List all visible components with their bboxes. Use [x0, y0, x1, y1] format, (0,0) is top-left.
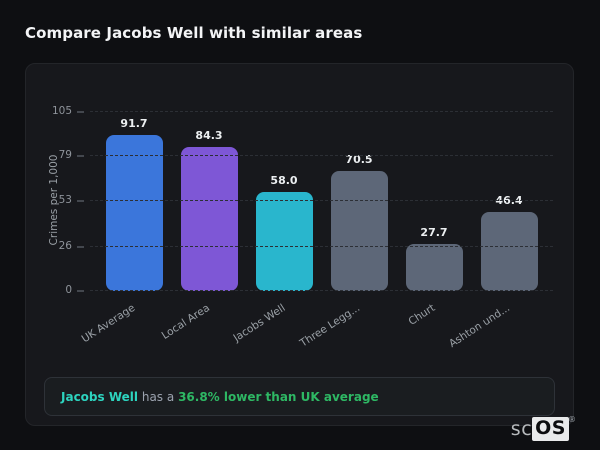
- bar-uk-average: [105, 134, 163, 291]
- registered-trademark-icon: ®: [568, 415, 576, 424]
- bar-column: 58.0: [251, 112, 317, 291]
- note-area-name: Jacobs Well: [61, 389, 139, 404]
- bar-value-label: 58.0: [270, 174, 298, 188]
- bar-value-label: 91.7: [120, 116, 148, 130]
- bars-row: 91.7 84.3 58.0 70.5 27.7 46.4: [90, 112, 553, 291]
- gridline: 79: [59, 149, 553, 161]
- y-tick-label: 26: [58, 239, 72, 252]
- gridline: 26: [59, 240, 553, 252]
- bar-jacobs-well: [255, 192, 313, 291]
- x-tick-label: Churt: [406, 301, 438, 328]
- y-tick-label: 53: [58, 193, 72, 206]
- bar-local-area: [180, 147, 238, 291]
- bar-column: 46.4: [476, 112, 542, 291]
- scos-logo: sc OS ®: [510, 415, 577, 441]
- y-tick-label: 105: [51, 105, 72, 117]
- x-tick-label: Local Area: [159, 301, 213, 342]
- x-tick-label: UK Average: [79, 301, 138, 346]
- x-label-cell: Three Legg...: [298, 291, 392, 350]
- plot-area: 91.7 84.3 58.0 70.5 27.7 46.4 0 26 53 79 105: [52, 105, 553, 296]
- bar-column: 84.3: [176, 112, 242, 291]
- chart-card: Crimes per 1,000 91.7 84.3 58.0 70.5 27.7 46.…: [25, 63, 574, 426]
- x-axis-labels: UK Average Local Area Jacobs Well Three Leg…: [80, 291, 553, 350]
- gridline: 105: [52, 105, 553, 117]
- y-tick-label: 0: [65, 284, 72, 296]
- x-label-cell: UK Average: [80, 291, 167, 345]
- y-tick-label: 79: [58, 149, 72, 162]
- scos-logo-prefix: sc: [510, 417, 533, 440]
- gridline: 53: [59, 194, 553, 206]
- bar-ashton-und: [480, 211, 538, 291]
- note-connector-text: has a: [141, 389, 175, 404]
- bar-churt: [405, 243, 463, 291]
- bar-three-legg: [330, 170, 388, 291]
- comparison-note: Jacobs Well has a 36.8% lower than UK av…: [44, 377, 555, 416]
- page-title: Compare Jacobs Well with similar areas: [25, 24, 363, 42]
- x-label-cell: Ashton und...: [447, 291, 542, 350]
- bar-value-label: 27.7: [420, 225, 448, 239]
- gridline: 0: [65, 284, 553, 296]
- bar-value-label: 84.3: [195, 129, 223, 143]
- bar-column: 27.7: [401, 112, 467, 291]
- bar-column: 70.5: [326, 112, 392, 291]
- scos-logo-suffix: OS: [532, 417, 569, 441]
- bar-column: 91.7: [101, 112, 167, 291]
- note-stat-text: 36.8% lower than UK average: [178, 389, 379, 404]
